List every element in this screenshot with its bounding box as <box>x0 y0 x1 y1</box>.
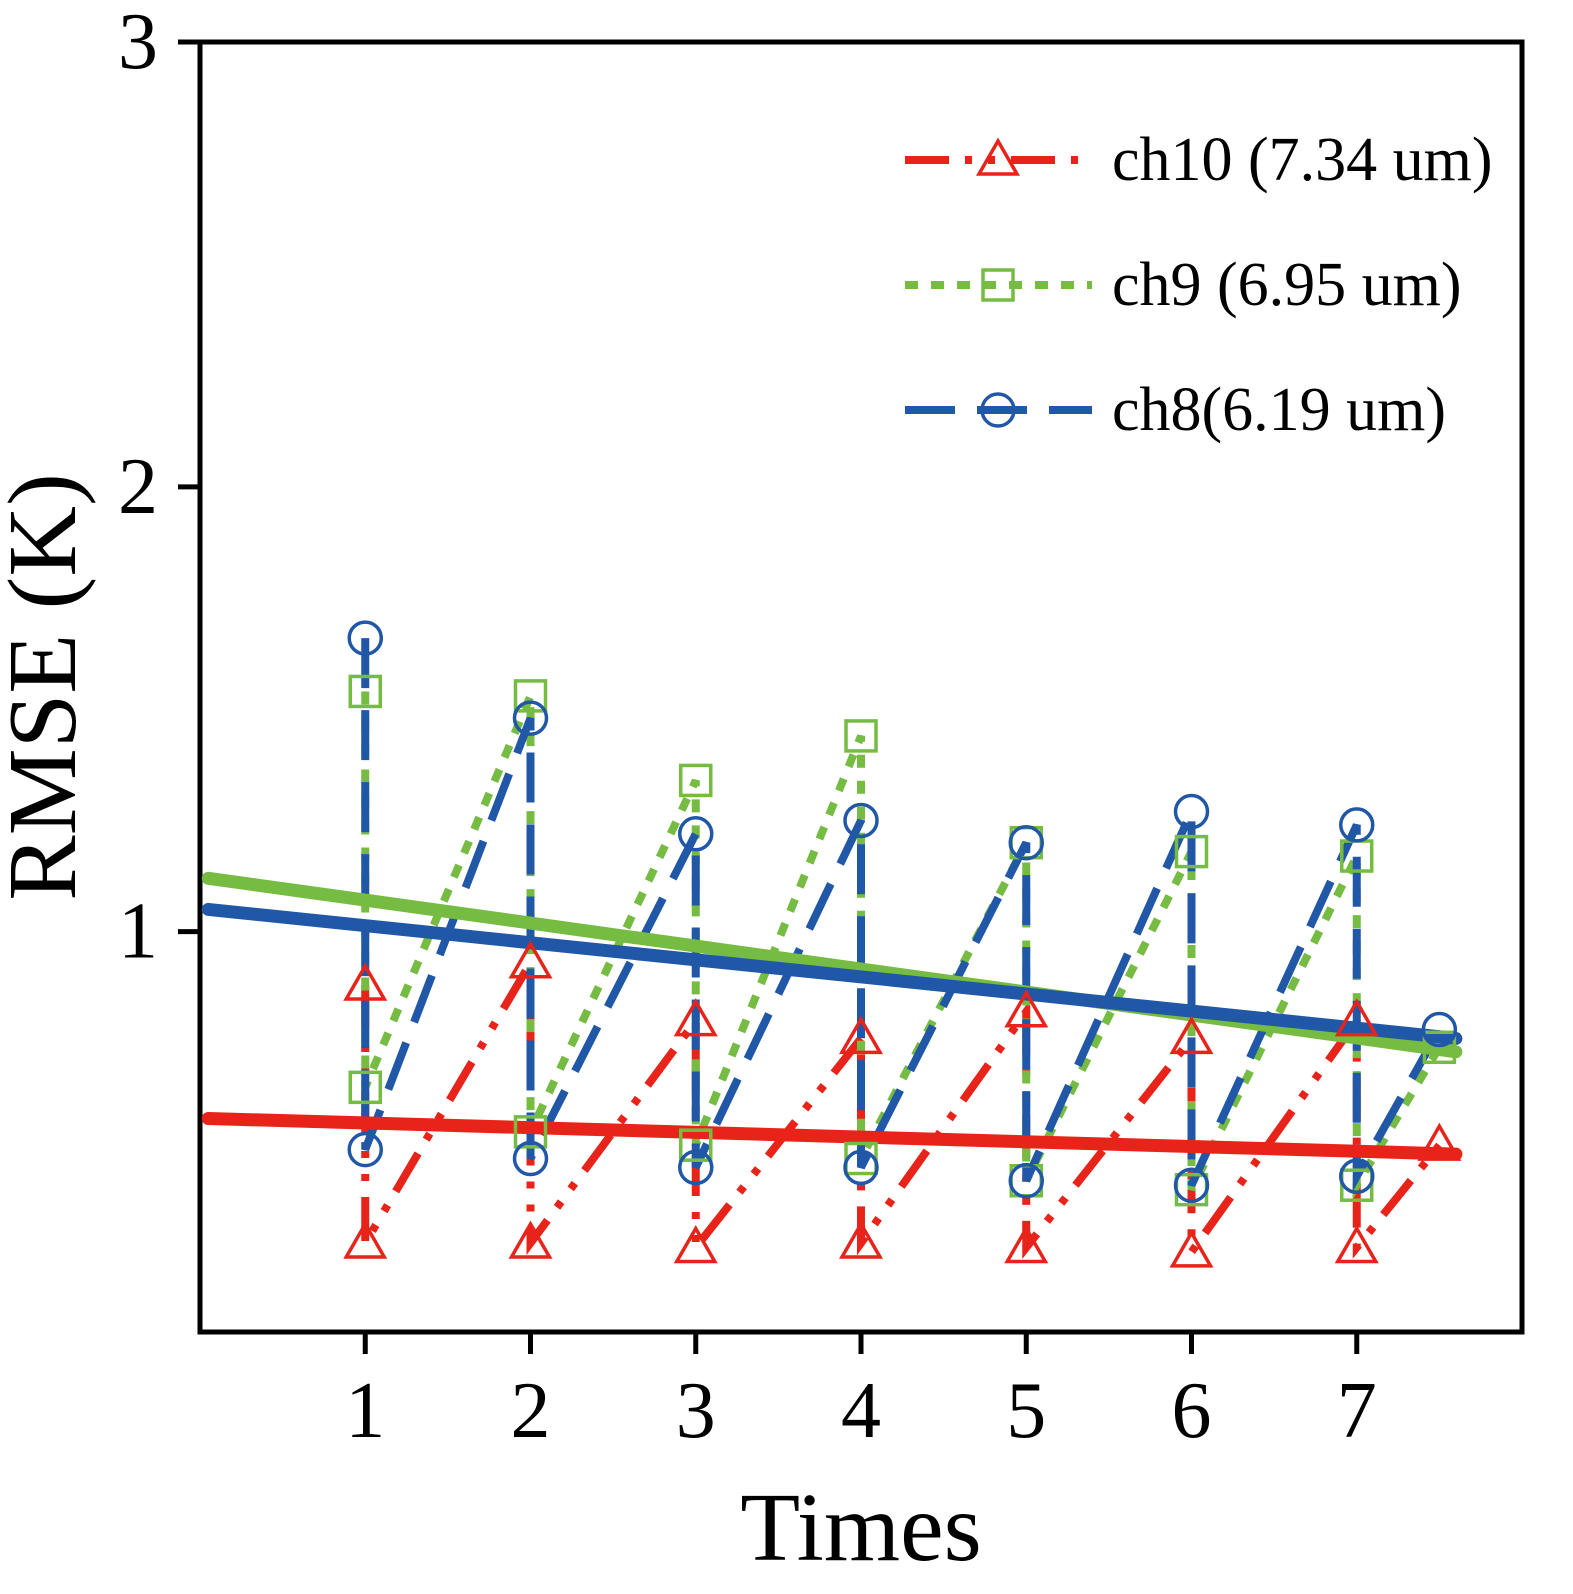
triangle-marker-icon <box>673 998 718 1037</box>
y-axis-label: RMSE (K) <box>0 473 97 900</box>
square-marker-icon <box>1174 834 1209 869</box>
circle-marker-icon <box>843 1149 879 1186</box>
x-axis-label: Times <box>740 1474 982 1582</box>
circle-marker-icon <box>678 1149 714 1186</box>
triangle-marker-icon <box>1004 989 1049 1028</box>
triangle-marker-icon <box>1169 1015 1214 1055</box>
circle-marker-icon <box>347 1131 383 1168</box>
triangle-marker-icon <box>975 137 1021 176</box>
triangle-marker-icon <box>343 1220 388 1259</box>
circle-marker-icon <box>1173 1167 1210 1203</box>
series-markers-0 <box>343 940 1462 1268</box>
x-tick-label: 1 <box>345 1367 385 1455</box>
series-trend-2 <box>201 902 1463 1045</box>
x-tick-label: 4 <box>841 1367 881 1455</box>
square-marker-icon <box>348 674 382 709</box>
x-tick-label: 5 <box>1006 1367 1046 1455</box>
circle-marker-icon <box>512 1140 549 1177</box>
legend-entry-1: ch9 (6.95 um) <box>905 251 1462 319</box>
legend-label: ch9 (6.95 um) <box>1112 251 1462 319</box>
square-marker-icon <box>348 1070 382 1105</box>
circle-marker-icon <box>512 700 549 736</box>
square-marker-icon <box>513 679 548 713</box>
triangle-marker-icon <box>1334 998 1379 1037</box>
circle-marker-icon <box>347 620 383 656</box>
legend-label: ch8(6.19 um) <box>1112 376 1446 444</box>
triangle-marker-icon <box>838 1220 884 1259</box>
x-tick-label: 2 <box>511 1367 551 1455</box>
circle-marker-icon <box>1421 1011 1458 1048</box>
x-tick-label: 3 <box>676 1367 716 1455</box>
triangle-marker-icon <box>1417 1122 1462 1161</box>
triangle-marker-icon <box>508 1220 553 1259</box>
trend-line <box>201 871 1463 1059</box>
legend-entry-2: ch8(6.19 um) <box>905 376 1446 444</box>
y-tick-label: 3 <box>118 0 158 86</box>
square-marker-icon <box>981 268 1015 302</box>
series-trend-1 <box>201 871 1463 1059</box>
square-marker-icon <box>679 763 713 798</box>
legend-entry-0: ch10 (7.34 um) <box>905 126 1493 194</box>
series-path <box>361 638 1443 1192</box>
circle-marker-icon <box>1339 807 1375 843</box>
trend-line <box>201 902 1463 1045</box>
triangle-marker-icon <box>343 962 388 1001</box>
y-tick-label: 1 <box>118 888 158 976</box>
circle-marker-icon <box>1008 1163 1044 1199</box>
triangle-marker-icon <box>1334 1224 1379 1264</box>
circle-marker-icon <box>1008 824 1044 861</box>
legend-label: ch10 (7.34 um) <box>1112 126 1493 194</box>
circle-marker-icon <box>1173 793 1210 830</box>
triangle-marker-icon <box>508 940 553 979</box>
square-marker-icon <box>513 1115 548 1149</box>
circle-marker-icon <box>1339 1158 1375 1195</box>
series-markers-2 <box>347 620 1458 1203</box>
axis-ticks: 1 2 3 1 2 3 4 5 6 7 <box>118 0 1377 1455</box>
circle-marker-icon <box>843 802 879 839</box>
triangle-marker-icon <box>673 1224 718 1264</box>
legend: ch10 (7.34 um) ch9 (6.95 um) ch8(6.19 um) <box>905 126 1493 444</box>
triangle-marker-icon <box>1169 1229 1214 1268</box>
square-marker-icon <box>844 719 878 753</box>
square-marker-icon <box>1422 1030 1457 1065</box>
square-marker-icon <box>679 1128 713 1162</box>
triangle-marker-icon <box>838 1015 884 1055</box>
x-tick-label: 7 <box>1337 1367 1377 1455</box>
y-tick-label: 2 <box>118 443 158 531</box>
circle-marker-icon <box>678 816 714 852</box>
x-tick-label: 6 <box>1172 1367 1212 1455</box>
series-line-2 <box>361 638 1443 1192</box>
trend-line <box>201 1111 1463 1161</box>
triangle-marker-icon <box>1004 1224 1049 1264</box>
series-trend-0 <box>201 1111 1463 1161</box>
circle-marker-icon <box>980 392 1016 428</box>
